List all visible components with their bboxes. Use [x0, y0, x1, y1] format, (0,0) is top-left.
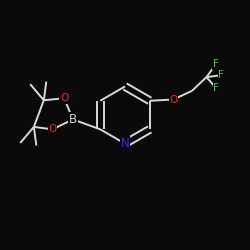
Text: O: O: [48, 124, 57, 134]
Text: N: N: [120, 137, 130, 150]
Text: B: B: [69, 113, 77, 126]
Text: F: F: [214, 83, 219, 93]
Text: O: O: [60, 93, 68, 103]
Text: F: F: [218, 70, 224, 80]
Text: F: F: [213, 59, 219, 69]
Text: O: O: [169, 94, 177, 104]
